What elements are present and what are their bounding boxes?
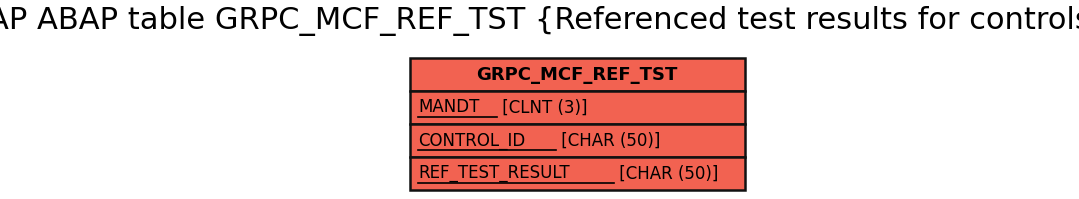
Text: [CHAR (50)]: [CHAR (50)] bbox=[557, 132, 660, 149]
Text: [CHAR (50)]: [CHAR (50)] bbox=[614, 165, 718, 182]
Text: REF_TEST_RESULT: REF_TEST_RESULT bbox=[418, 165, 570, 182]
Text: GRPC_MCF_REF_TST: GRPC_MCF_REF_TST bbox=[477, 65, 678, 84]
Text: [CLNT (3)]: [CLNT (3)] bbox=[497, 99, 588, 116]
Text: SAP ABAP table GRPC_MCF_REF_TST {Referenced test results for controls}: SAP ABAP table GRPC_MCF_REF_TST {Referen… bbox=[0, 6, 1079, 36]
Bar bbox=[410, 91, 745, 124]
Text: CONTROL_ID: CONTROL_ID bbox=[418, 132, 525, 149]
Bar bbox=[410, 157, 745, 190]
Bar bbox=[410, 58, 745, 91]
Text: MANDT: MANDT bbox=[418, 99, 479, 116]
Bar bbox=[410, 124, 745, 157]
